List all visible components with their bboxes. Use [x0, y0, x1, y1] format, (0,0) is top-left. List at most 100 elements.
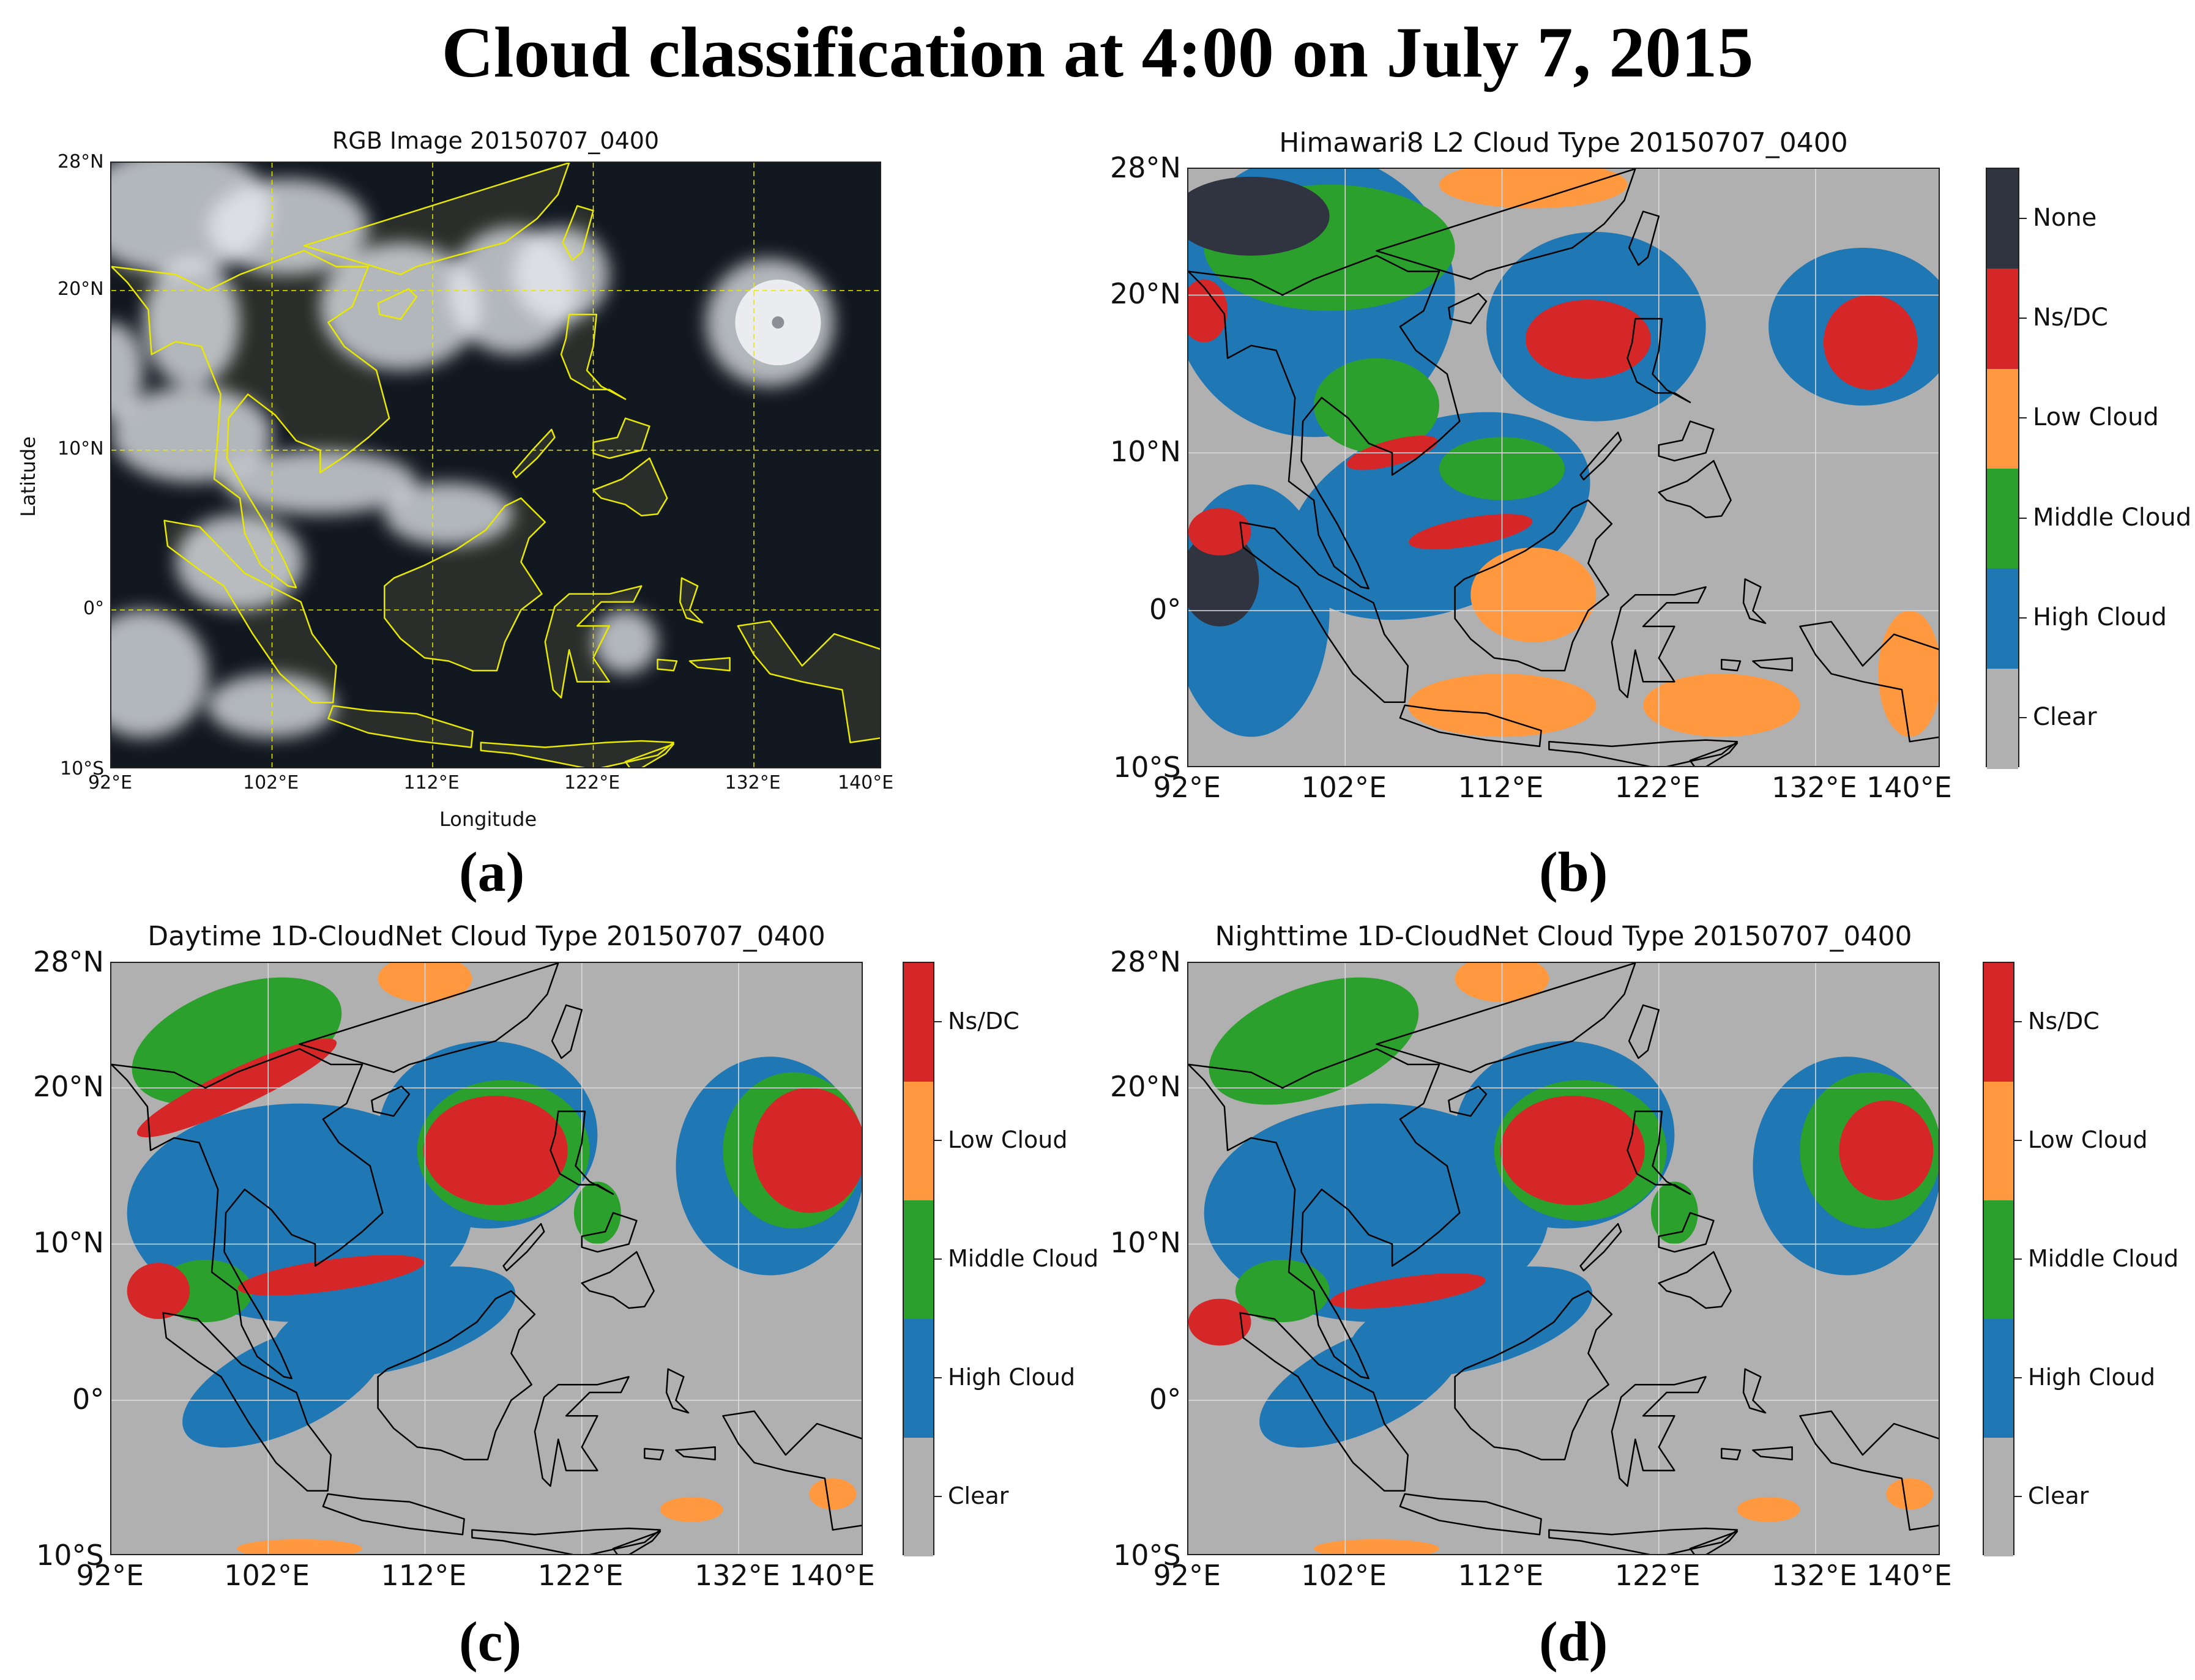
coastline	[592, 417, 650, 459]
lat-tick-label: 10°S	[36, 1539, 104, 1572]
coastline	[111, 1048, 384, 1380]
coastline	[550, 1110, 614, 1195]
panel-a-rgb-map	[110, 162, 881, 768]
cloud-layer	[111, 163, 835, 738]
land	[384, 498, 545, 671]
colorbar-segment	[1984, 1319, 2013, 1438]
lon-tick-label: 92°E	[1153, 771, 1221, 804]
lat-tick-label: 20°N	[1110, 1070, 1181, 1104]
lat-tick-label: 20°N	[33, 1070, 104, 1104]
colorbar-tick	[934, 1140, 942, 1141]
coastline	[1742, 1368, 1767, 1414]
colorbar-label: Ns/DC	[2033, 303, 2108, 332]
land	[657, 659, 677, 671]
coastline	[1721, 658, 1742, 672]
coastline	[384, 497, 546, 672]
coastline	[162, 1312, 332, 1492]
colorbar-segment	[1987, 668, 2018, 769]
coastline	[1188, 255, 1461, 590]
low-cloud	[1470, 547, 1597, 642]
coastline	[377, 1290, 536, 1460]
lon-tick-label: 122°E	[564, 772, 620, 794]
colorbar-label: Clear	[2028, 1482, 2089, 1509]
lon-tick-label: 140°E	[789, 1559, 875, 1592]
coastline	[1548, 1527, 1738, 1554]
colorbar-tick	[2014, 1021, 2022, 1022]
colorbar-label: Clear	[2033, 703, 2097, 732]
no-data	[1188, 532, 1259, 626]
low-cloud	[660, 1497, 723, 1522]
colorbar-tick	[2019, 717, 2027, 719]
lat-tick-label: 0°	[1149, 1382, 1182, 1416]
lon-tick-label: 122°E	[537, 1559, 624, 1592]
lat-tick-label: 10°N	[1110, 435, 1181, 469]
coastline	[688, 657, 731, 672]
colorbar-segment	[1984, 1200, 2013, 1319]
lon-tick-label: 112°E	[1458, 1559, 1544, 1592]
ns-dc-cloud	[1823, 295, 1918, 390]
colorbar-segment	[904, 1082, 933, 1200]
lon-tick-label: 112°E	[403, 772, 460, 794]
panel-b-colorbar	[1986, 168, 2019, 769]
coastline	[1399, 1493, 1542, 1536]
coastline	[327, 705, 474, 748]
panel-b-letter: (b)	[1539, 841, 1608, 903]
lon-tick-label: 140°E	[838, 772, 894, 794]
land	[737, 621, 880, 743]
panel-c-title: Daytime 1D-CloudNet Cloud Type 20150707_…	[147, 921, 825, 952]
colorbar-tick	[934, 1021, 942, 1022]
ns-dc-cloud	[753, 1088, 862, 1213]
colorbar-tick	[2019, 217, 2027, 219]
panel-b-title: Himawari8 L2 Cloud Type 20150707_0400	[1279, 127, 1848, 158]
coastline	[377, 288, 418, 321]
coastline	[551, 1004, 583, 1059]
coastline	[471, 1527, 661, 1554]
lon-tick-label: 92°E	[1153, 1559, 1221, 1592]
lat-tick-label: 20°N	[1110, 277, 1181, 311]
coastline	[1628, 210, 1660, 266]
coastline	[1239, 1312, 1409, 1492]
middle-cloud	[573, 1181, 621, 1244]
coastline	[1721, 1448, 1742, 1460]
lat-tick-label: 10°N	[1110, 1226, 1181, 1260]
colorbar-segment	[904, 1438, 933, 1556]
coastline	[534, 1376, 630, 1487]
coastline	[1611, 1376, 1707, 1487]
colorbar-segment	[904, 963, 933, 1082]
panel-d-cloudtype-map	[1187, 962, 1940, 1555]
coastline	[560, 313, 627, 400]
land	[593, 458, 668, 516]
panel-a-letter: (a)	[459, 841, 525, 903]
coastline	[1376, 169, 1636, 280]
panel-c-colorbar	[903, 962, 934, 1556]
colorbar-segment	[1987, 269, 2018, 370]
coastline	[1627, 318, 1691, 403]
coastline	[657, 658, 678, 672]
map-svg	[111, 163, 880, 767]
lon-tick-label: 132°E	[1772, 771, 1857, 804]
colorbar-label: Middle Cloud	[2033, 503, 2192, 532]
coastline	[1689, 1530, 1738, 1554]
coastline	[737, 620, 880, 743]
coastline	[1628, 1004, 1660, 1059]
coastline	[1658, 1212, 1715, 1253]
ns-dc-cloud	[1330, 1273, 1486, 1309]
colorbar-segment	[1984, 963, 2013, 1082]
coastline	[675, 1446, 716, 1460]
no-data	[1188, 176, 1330, 256]
coastline	[581, 1212, 638, 1253]
high-cloud	[272, 1266, 516, 1378]
colorbar-tick	[934, 1496, 942, 1497]
coastline	[1448, 292, 1488, 324]
panel-d-letter: (d)	[1539, 1610, 1608, 1673]
colorbar-label: Low Cloud	[948, 1126, 1068, 1153]
coastline	[665, 1368, 690, 1414]
colorbar-segment	[1987, 568, 2018, 669]
land	[680, 578, 702, 623]
lat-tick-label: 28°N	[1110, 945, 1181, 978]
lon-tick-label: 102°E	[224, 1559, 310, 1592]
coastline	[1399, 704, 1542, 748]
ns-dc-cloud	[1525, 300, 1651, 379]
colorbar-tick	[2014, 1258, 2022, 1260]
low-cloud	[1643, 674, 1800, 737]
